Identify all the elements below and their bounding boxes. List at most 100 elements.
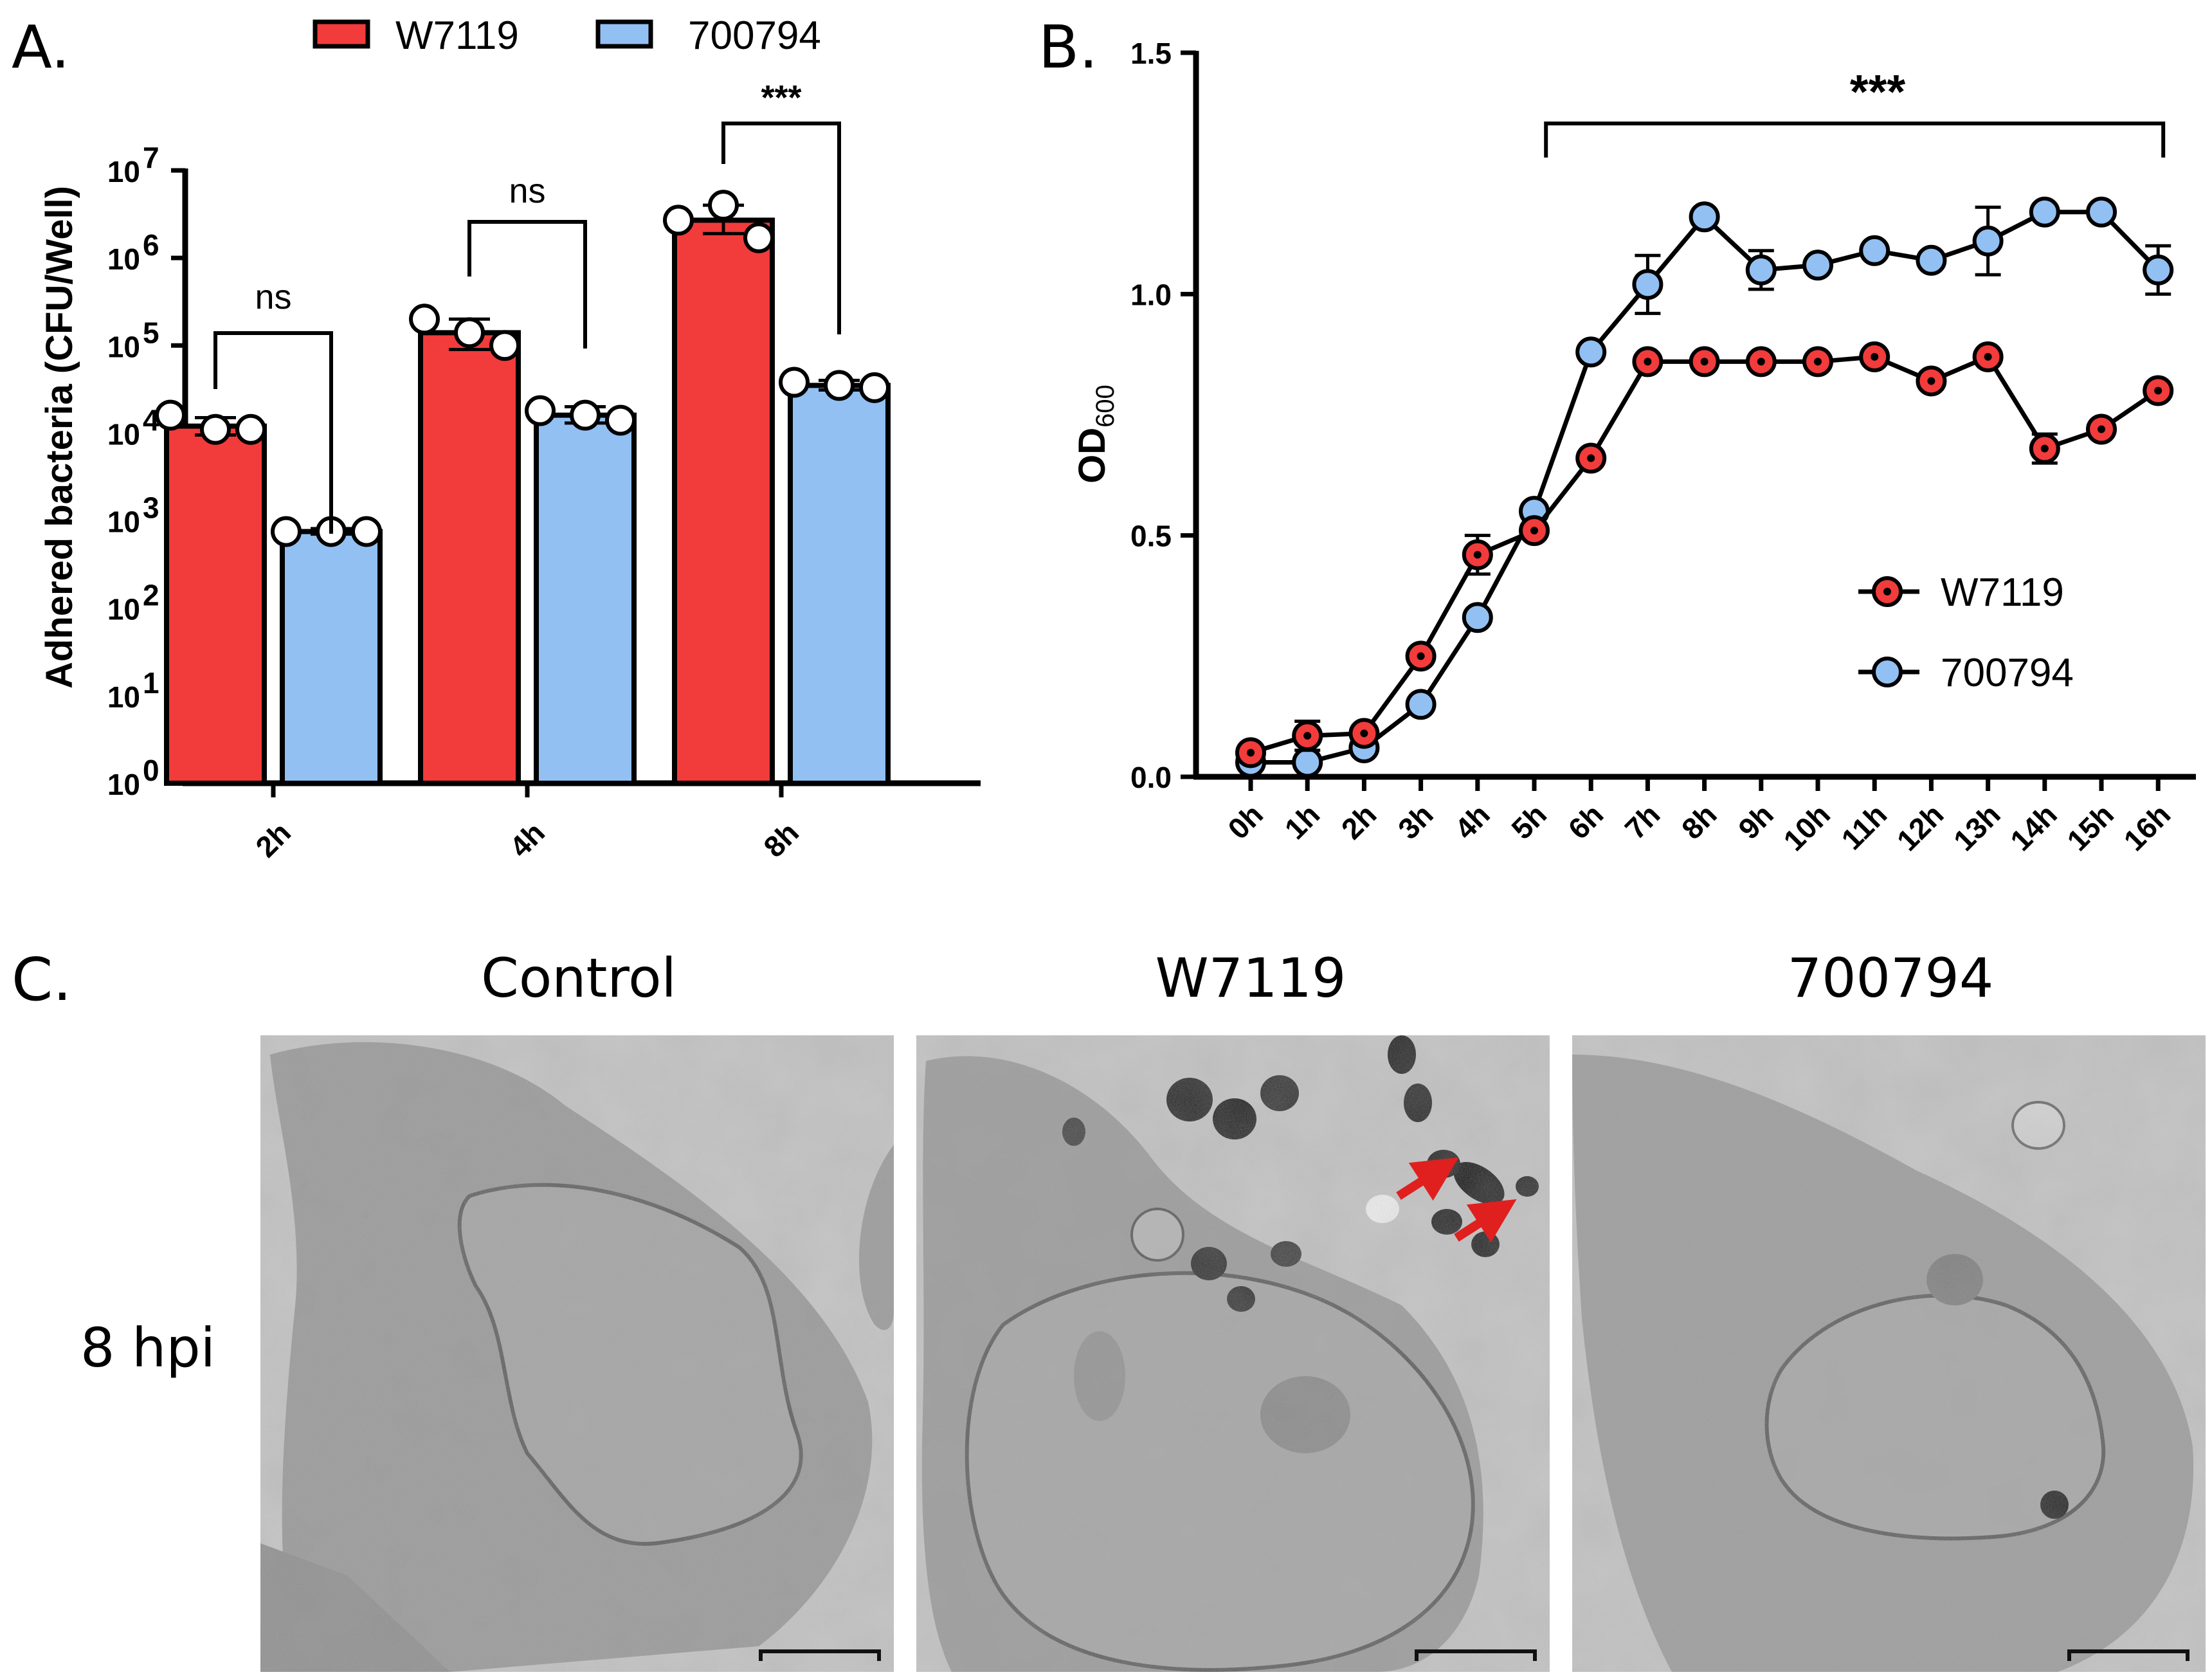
chart-b-data-point <box>2029 196 2060 228</box>
chart-b-legend-marker <box>1872 657 1903 687</box>
chart-a-y-tick-exponent: 3 <box>143 491 159 525</box>
chart-b-data-point-center <box>1644 358 1652 366</box>
chart-a-legend-swatch <box>595 19 653 49</box>
chart-b-legend-marker-center <box>1883 588 1891 595</box>
chart-a-data-point <box>824 370 855 401</box>
chart-b-significance: *** <box>1544 65 2166 158</box>
chart-a-x-tick-label: 4h <box>503 815 551 864</box>
chart-a-bar <box>164 423 267 786</box>
chart-a-x-tick-label: 8h <box>757 815 805 864</box>
chart-a-legend: W7119 700794 <box>313 14 821 58</box>
chart-a-legend-swatch <box>313 19 370 49</box>
panel-c-row-label: 8 hpi <box>80 1316 215 1379</box>
chart-a-y-tick-exponent: 1 <box>143 666 159 700</box>
chart-b-data-point <box>1632 269 1664 300</box>
chart-a-y-tick-label: 10 <box>107 593 140 626</box>
chart-b-data-point-center <box>1473 550 1482 559</box>
chart-b-x-tick-label: 6h <box>1562 797 1610 846</box>
chart-b-x-tick-label: 2h <box>1335 797 1383 846</box>
chart-b-data-point-center <box>1984 352 1992 361</box>
red-arrow-icon <box>1454 1199 1517 1243</box>
chart-b-significance-bracket <box>1544 122 2166 158</box>
chart-b-x-tick-label: 14h <box>2004 797 2063 857</box>
em-image-control <box>260 1035 894 1672</box>
chart-b-y-tick-label: 1.0 <box>1130 278 1172 311</box>
chart-b-x-tick-label: 5h <box>1505 797 1553 846</box>
chart-a-significance-bracket <box>213 331 333 534</box>
chart-a-y-tick-label: 10 <box>107 242 140 276</box>
chart-a-y-tick-exponent: 2 <box>143 579 159 612</box>
chart-b-data-point <box>1462 602 1493 633</box>
chart-a-x-tick-label: 2h <box>249 815 297 864</box>
chart-a-x-ticks: 2h 4h 8h <box>249 783 805 864</box>
chart-a-y-tick-label: 10 <box>107 680 140 714</box>
chart-b-data-point-center <box>2154 386 2162 395</box>
chart-b-data-point-center <box>1303 732 1312 740</box>
chart-a-y-tick-exponent: 6 <box>143 228 159 262</box>
chart-a-significance: ns ns *** <box>213 78 841 534</box>
chart-a-y-tick-exponent: 7 <box>143 141 159 174</box>
chart-b-y-ticks: 0.0 0.5 1.0 1.5 <box>1130 37 2196 794</box>
chart-a-data-point <box>351 516 382 547</box>
chart-a-legend-label: 700794 <box>688 14 821 58</box>
chart-b-data-point-center <box>1247 749 1255 757</box>
chart-b-data-point <box>1292 747 1323 778</box>
chart-a-y-axis-title: Adhered bacteria (CFU/Well) <box>39 186 80 689</box>
chart-a-data-point <box>743 222 774 253</box>
chart-b-data-point <box>2143 254 2174 286</box>
panel-c-column-label-w7119: W7119 <box>1156 947 1346 1010</box>
chart-b-data-point <box>1916 244 1947 276</box>
chart-b-data-point-center <box>2040 444 2049 453</box>
panel-label-b: B. <box>1038 13 1098 82</box>
chart-b-x-tick-label: 16h <box>2117 797 2177 857</box>
panel-label-c: C. <box>12 945 71 1014</box>
chart-b-series <box>1235 196 2174 778</box>
red-arrow-icon <box>1396 1157 1459 1201</box>
chart-a-data-point <box>489 330 520 361</box>
chart-b-data-point-center <box>1871 352 1879 361</box>
chart-a-data-point <box>779 367 810 398</box>
chart-a-data-point <box>271 516 302 547</box>
chart-a-y-tick-label: 10 <box>107 155 140 188</box>
chart-b-x-tick-label: 3h <box>1392 797 1440 846</box>
chart-b-x-tick-label: 10h <box>1777 797 1836 857</box>
chart-b-y-axis-title-main: OD <box>1071 428 1113 484</box>
chart-a-data-point <box>200 413 231 445</box>
chart-b-y-tick-label: 0.0 <box>1130 761 1172 794</box>
chart-b-x-tick-label: 15h <box>2060 797 2120 857</box>
chart-b-x-tick-label: 0h <box>1221 797 1269 846</box>
chart-a-significance-bracket <box>467 220 587 349</box>
chart-a-bar <box>672 217 775 786</box>
chart-b-x-tick-label: 9h <box>1732 797 1780 846</box>
chart-b-data-point-center <box>1587 454 1595 462</box>
chart-a-data-point <box>708 190 739 221</box>
panel-c-column-label-700794: 700794 <box>1788 947 1994 1010</box>
chart-a-significance-label: *** <box>761 78 801 117</box>
chart-b-y-axis-title-sub: 600 <box>1091 385 1120 428</box>
chart-a-significance-label: ns <box>509 172 545 210</box>
chart-a-y-tick-exponent: 0 <box>143 754 159 787</box>
chart-b-x-tick-label: 11h <box>1835 797 1893 856</box>
chart-b-legend-label: W7119 <box>1941 570 2064 615</box>
chart-a-legend-label: W7119 <box>395 14 519 58</box>
chart-a-bar <box>788 383 891 786</box>
chart-b-data-point-center <box>1927 377 1936 385</box>
chart-b-y-tick-label: 0.5 <box>1130 520 1172 553</box>
chart-a-y-tick-label: 10 <box>107 505 140 539</box>
chart-b-data-point <box>1575 336 1607 368</box>
chart-b-x-tick-label: 8h <box>1675 797 1723 846</box>
chart-b-legend-label: 700794 <box>1941 651 2074 695</box>
chart-b-data-point-center <box>2098 425 2105 433</box>
chart-b-data-point <box>1972 225 2004 257</box>
chart-a-data-point <box>605 404 636 436</box>
chart-b-data-point <box>1802 250 1833 281</box>
chart-b-data-point-center <box>1757 358 1765 366</box>
chart-b-y-axis-title: OD600 <box>1071 385 1120 484</box>
chart-b-x-tick-label: 7h <box>1618 797 1667 846</box>
chart-b-data-point <box>1859 235 1890 266</box>
chart-a-data-point <box>409 304 440 335</box>
chart-b-significance-label: *** <box>1850 65 1906 118</box>
chart-a-y-tick-label: 10 <box>107 417 140 451</box>
